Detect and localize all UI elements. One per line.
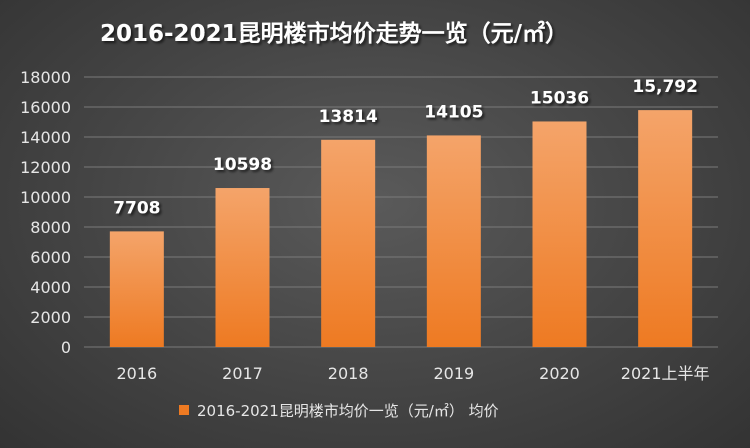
y-tick-label: 14000 [20,128,71,147]
data-label: 10598 [213,155,272,175]
data-label: 15,792 [632,77,698,97]
y-tick-label: 12000 [20,158,71,177]
data-label: 15036 [530,88,589,108]
y-tick-label: 18000 [20,68,71,87]
bar [532,121,587,348]
data-label: 14105 [424,102,483,122]
y-tick-label: 8000 [30,218,71,237]
y-tick-label: 2000 [30,308,71,327]
bar [109,231,164,347]
x-category-label: 2017 [222,364,263,383]
bar [426,135,481,347]
x-category-label: 2021上半年 [621,364,710,383]
data-label: 7708 [113,198,160,218]
gridlines [84,76,718,348]
y-axis-ticks: 0 2000 4000 6000 8000 10000 12000 14000 16000 180… [20,68,71,357]
y-tick-label: 4000 [30,278,71,297]
legend-label: 2016-2021昆明楼市均价一览（元/㎡） 均价 [197,402,499,420]
legend-swatch [179,405,189,415]
x-category-label: 2016 [116,364,157,383]
y-tick-label: 6000 [30,248,71,267]
bar [215,188,270,347]
bar [638,110,693,348]
y-tick-label: 0 [61,338,71,357]
x-category-label: 2020 [539,364,580,383]
x-axis-categories: 2016 2017 2018 2019 2020 2021上半年 [116,364,709,383]
y-tick-label: 16000 [20,98,71,117]
x-category-label: 2019 [433,364,474,383]
y-tick-label: 10000 [20,188,71,207]
bar [321,139,376,347]
bars [109,110,693,348]
data-labels: 7708 10598 13814 14105 15036 15,792 [113,77,698,218]
data-label: 13814 [319,107,378,127]
legend: 2016-2021昆明楼市均价一览（元/㎡） 均价 [179,402,499,420]
chart-title: 2016-2021昆明楼市均价走势一览（元/㎡） [100,20,568,47]
x-category-label: 2018 [328,364,369,383]
